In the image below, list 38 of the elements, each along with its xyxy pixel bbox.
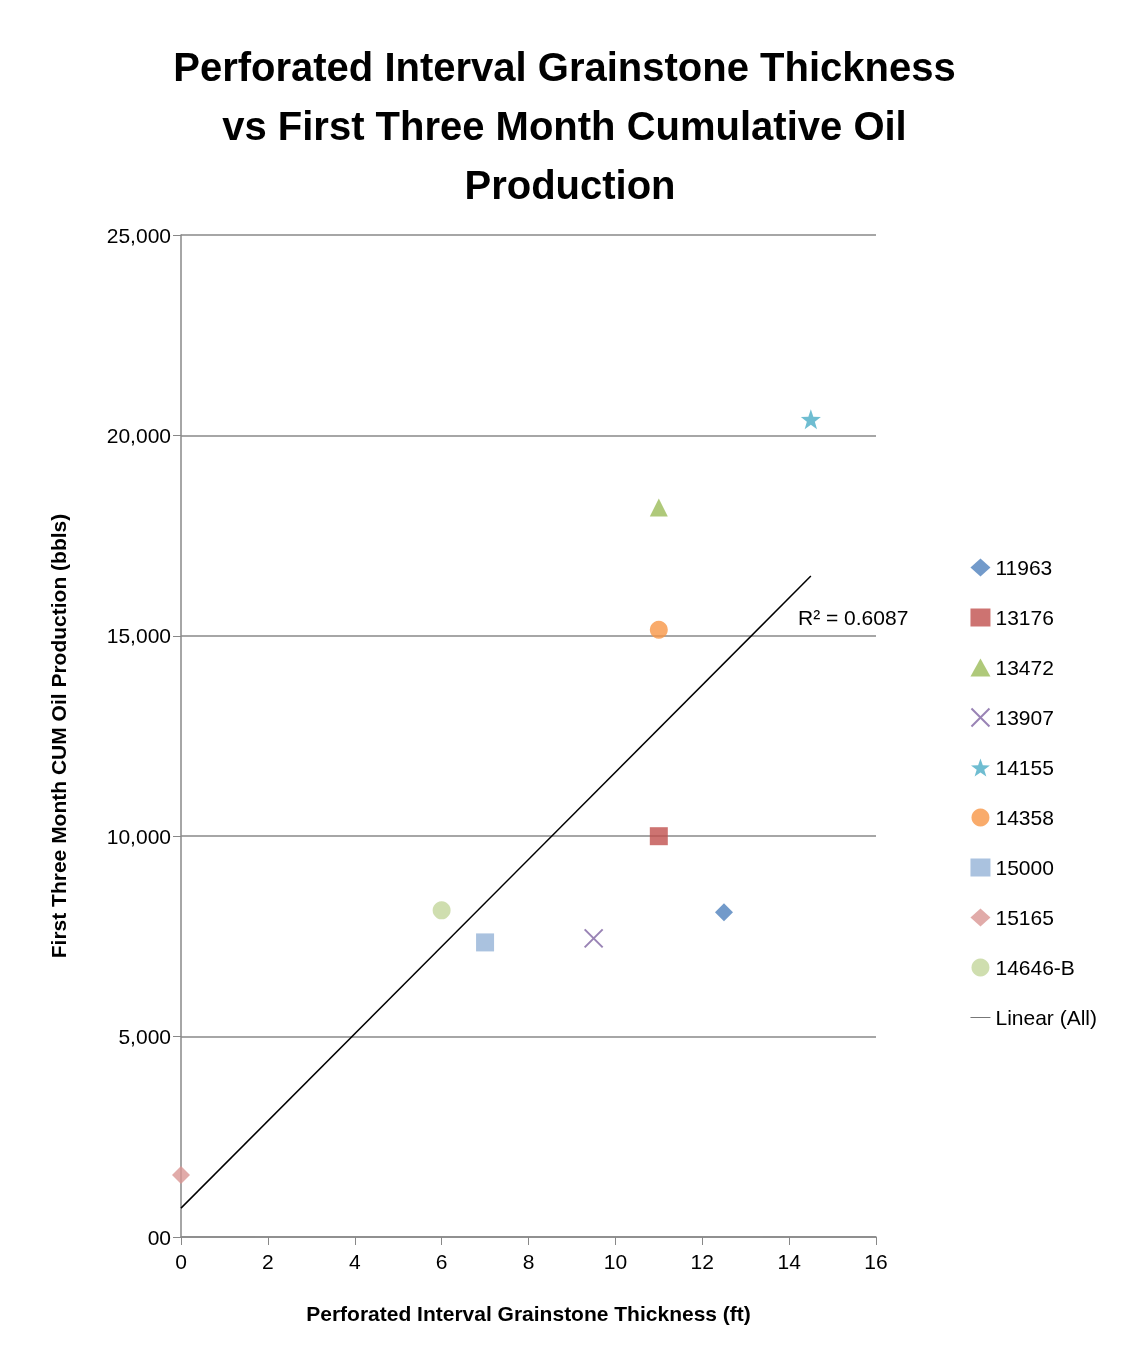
point xyxy=(583,928,604,949)
legend-label: 13907 xyxy=(995,706,1054,729)
y-tick-label: 25,000 xyxy=(106,223,171,247)
x-tick-label: 10 xyxy=(603,1250,628,1273)
y-tick-label: 00 xyxy=(147,1225,171,1249)
point xyxy=(476,933,495,952)
x-tick-label: 4 xyxy=(348,1250,361,1273)
y-tick-label: 15,000 xyxy=(106,624,171,648)
x-tick-label: 6 xyxy=(435,1250,448,1273)
point xyxy=(649,827,668,846)
legend-label: Linear (All) xyxy=(995,1006,1098,1029)
point xyxy=(649,498,668,517)
legend-label: 11963 xyxy=(995,556,1053,579)
x-tick-label: 16 xyxy=(864,1250,888,1273)
legend-label: 15000 xyxy=(995,856,1054,879)
x-axis-title: Perforated Interval Grainstone Thickness (ft) xyxy=(306,1302,751,1325)
legend-label: 15165 xyxy=(995,906,1054,929)
legend-label: 14155 xyxy=(995,756,1054,779)
x-tick-label: 2 xyxy=(262,1250,274,1273)
legend-label: 14646-B xyxy=(995,956,1075,979)
point xyxy=(432,901,451,920)
x-tick-label: 8 xyxy=(522,1250,535,1273)
y-tick-label: 10,000 xyxy=(106,824,171,848)
point xyxy=(800,409,821,430)
x-tick-label: 12 xyxy=(690,1250,714,1273)
annotation: R² = 0.6087 xyxy=(798,606,909,629)
legend-label: 13472 xyxy=(995,656,1054,679)
x-tick-label: 14 xyxy=(777,1250,802,1273)
y-tick-label: 5,000 xyxy=(118,1025,171,1049)
x-tick-label: 0 xyxy=(175,1250,187,1273)
legend-label: 14358 xyxy=(995,806,1054,829)
point xyxy=(714,903,733,922)
legend-label: 13176 xyxy=(995,606,1054,629)
y-tick-label: 20,000 xyxy=(106,423,171,447)
chart-title: Perforated Interval Grainstone Thickness vs First Three Month Cumulative Oil Production xyxy=(173,44,967,207)
point xyxy=(172,1165,190,1184)
y-axis-title: First Three Month CUM Oil Production (bbls) xyxy=(47,513,70,959)
point xyxy=(649,620,668,639)
